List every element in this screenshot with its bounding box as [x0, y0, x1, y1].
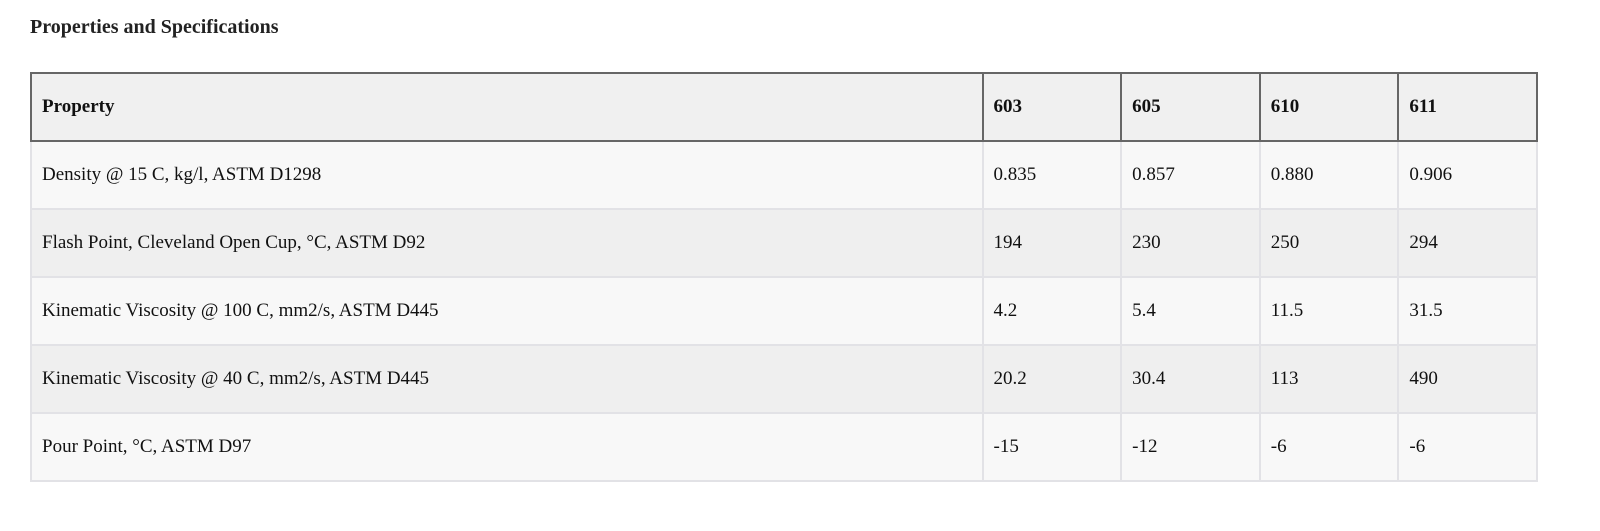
value-cell: -12	[1120, 412, 1261, 482]
value-cell: 0.835	[981, 140, 1123, 210]
value-cell: 294	[1397, 208, 1538, 278]
value-cell: 11.5	[1258, 276, 1400, 346]
value-cell: 31.5	[1397, 276, 1538, 346]
column-header-610: 610	[1258, 72, 1400, 142]
value-cell: 0.880	[1258, 140, 1400, 210]
column-header-property: Property	[30, 72, 984, 142]
value-cell: 5.4	[1120, 276, 1261, 346]
table-row: Kinematic Viscosity @ 40 C, mm2/s, ASTM …	[30, 344, 1538, 414]
value-cell: 113	[1258, 344, 1400, 414]
table-row: Pour Point, °C, ASTM D97 -15 -12 -6 -6	[30, 412, 1538, 482]
value-cell: -6	[1258, 412, 1400, 482]
column-header-605: 605	[1120, 72, 1261, 142]
value-cell: 250	[1258, 208, 1400, 278]
header-row: Property 603 605 610 611	[30, 72, 1538, 142]
property-name-cell: Pour Point, °C, ASTM D97	[30, 412, 984, 482]
value-cell: 20.2	[981, 344, 1123, 414]
column-header-611: 611	[1397, 72, 1538, 142]
value-cell: 490	[1397, 344, 1538, 414]
table-row: Kinematic Viscosity @ 100 C, mm2/s, ASTM…	[30, 276, 1538, 346]
property-name-cell: Flash Point, Cleveland Open Cup, °C, AST…	[30, 208, 984, 278]
table-row: Flash Point, Cleveland Open Cup, °C, AST…	[30, 208, 1538, 278]
specifications-table: Property 603 605 610 611 Density @ 15 C,…	[30, 72, 1538, 482]
section-title: Properties and Specifications	[30, 16, 279, 38]
value-cell: -6	[1397, 412, 1538, 482]
value-cell: 4.2	[981, 276, 1123, 346]
column-header-603: 603	[981, 72, 1123, 142]
value-cell: 230	[1120, 208, 1261, 278]
value-cell: 194	[981, 208, 1123, 278]
property-name-cell: Kinematic Viscosity @ 40 C, mm2/s, ASTM …	[30, 344, 984, 414]
value-cell: 0.857	[1120, 140, 1261, 210]
property-name-cell: Kinematic Viscosity @ 100 C, mm2/s, ASTM…	[30, 276, 984, 346]
table-row: Density @ 15 C, kg/l, ASTM D1298 0.835 0.8…	[30, 140, 1538, 210]
property-name-cell: Density @ 15 C, kg/l, ASTM D1298	[30, 140, 984, 210]
value-cell: 0.906	[1397, 140, 1538, 210]
value-cell: 30.4	[1120, 344, 1261, 414]
value-cell: -15	[981, 412, 1123, 482]
